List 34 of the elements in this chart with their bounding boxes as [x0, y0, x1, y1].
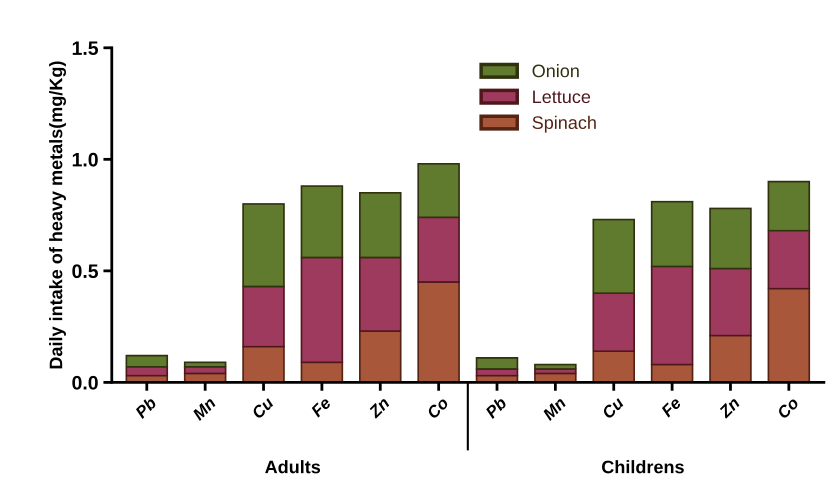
- y-axis-title: Daily intake of heavy metals(mg/Kg): [49, 61, 66, 368]
- x-tick-label: Mn: [192, 396, 216, 421]
- bar: [476, 357, 518, 370]
- bar: [300, 185, 344, 258]
- x-tick-label: Pb: [134, 396, 158, 420]
- x-tick-label: Zn: [368, 396, 390, 419]
- bar: [709, 208, 752, 270]
- bar: [650, 200, 694, 268]
- x-tick-label: Fe: [660, 396, 682, 418]
- bar: [242, 203, 285, 288]
- text: Adults: [265, 460, 320, 474]
- y-tick-label: 1.5: [72, 41, 98, 56]
- y-tick-label: 0.5: [72, 264, 98, 278]
- text: Childrens: [602, 460, 684, 474]
- bar: [184, 361, 226, 368]
- x-tick-label: Cu: [601, 396, 625, 420]
- x-tick-label: Cu: [251, 396, 274, 420]
- bar: [126, 354, 168, 368]
- bar: [417, 162, 460, 218]
- x-tick-label: Pb: [484, 396, 508, 420]
- x-tick-label: Co: [776, 396, 800, 420]
- x-tick-label: Fe: [310, 396, 332, 418]
- bar: [534, 364, 577, 370]
- legend-label: Lettuce: [533, 90, 590, 104]
- x-tick-label: Co: [426, 396, 450, 420]
- y-tick-label: 1.0: [72, 152, 98, 167]
- legend-label: Spinach: [532, 116, 596, 133]
- bar: [359, 192, 402, 258]
- x-tick-label: Mn: [542, 396, 566, 421]
- bar: [768, 180, 810, 232]
- y-tick-label: 0.0: [72, 376, 98, 390]
- legend-label: Onion: [532, 64, 579, 78]
- x-tick-label: Zn: [718, 396, 740, 419]
- bar: [592, 218, 635, 294]
